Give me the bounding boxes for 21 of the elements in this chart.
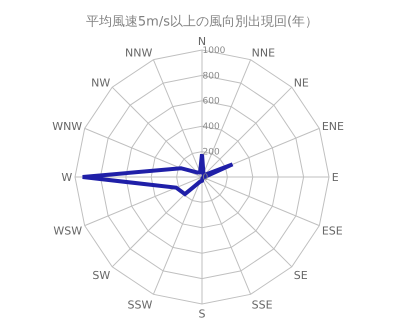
spoke-label: E [332,170,339,184]
spoke-label: NW [91,76,110,90]
spoke-label: NNE [252,46,276,60]
spoke-label: NE [294,76,309,90]
y-tick-label: 200 [202,148,220,158]
y-tick-label: 1000 [202,46,226,56]
spoke-label: NNW [125,46,152,60]
spoke-label: SE [294,269,308,282]
spoke-label: SSE [252,298,273,312]
spoke-label: ESE [322,224,343,238]
spoke-label: SW [92,269,110,282]
y-tick-label: 600 [202,96,220,107]
y-tick-label: 800 [202,71,220,82]
spoke-label: ENE [322,120,344,134]
spoke-label: WSW [53,224,82,238]
spoke-label: S [198,308,206,321]
spoke-label: W [61,170,72,184]
y-tick-label: 400 [202,122,220,132]
spoke-label: SSW [128,298,152,312]
chart-title: 平均風速5m/s以上の風向別出現回(年） [86,14,318,30]
spoke-label: WNW [52,120,82,134]
